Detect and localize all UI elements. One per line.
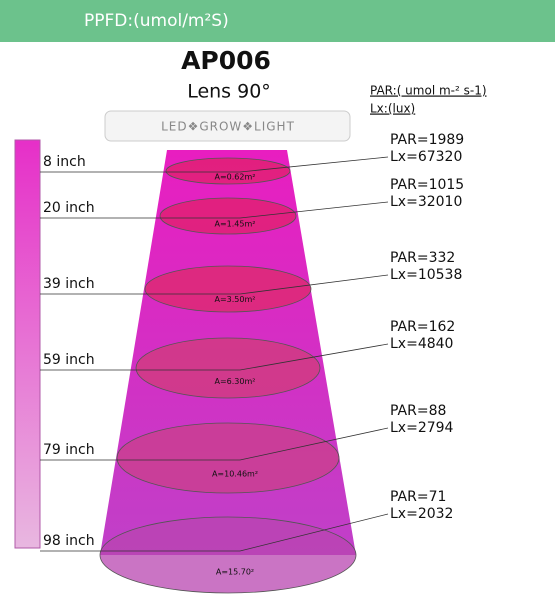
lux-value: Lx=2794 [390, 420, 454, 436]
coverage-area [116, 422, 340, 494]
par-value: PAR=1989 [390, 132, 464, 148]
coverage-area [165, 157, 291, 185]
area-label: A=10.46m² [212, 469, 258, 478]
intensity-bar [14, 139, 41, 549]
area-label: A=3.50m² [215, 295, 256, 304]
area-label: A=15.70² [216, 568, 254, 577]
lux-unit: Lx:(lux) [370, 102, 415, 116]
lux-value: Lx=32010 [390, 194, 462, 210]
lux-value: Lx=4840 [390, 336, 453, 352]
value-line [239, 274, 389, 295]
par-value: PAR=71 [390, 489, 446, 505]
distance-label: 79 inch [43, 442, 95, 458]
coverage-area [135, 337, 321, 399]
value-line [239, 201, 389, 219]
header-bar [0, 0, 555, 42]
area-label: A=0.62m² [215, 172, 256, 181]
area-label: A=6.30m² [215, 377, 256, 386]
distance-label: 20 inch [43, 200, 95, 216]
value-line [239, 513, 389, 552]
lux-value: Lx=2032 [390, 506, 453, 522]
value-line [239, 156, 389, 173]
par-value: PAR=332 [390, 250, 455, 266]
distance-label: 59 inch [43, 352, 95, 368]
lens: Lens 90° [187, 81, 271, 103]
par-value: PAR=1015 [390, 177, 464, 193]
coverage-area [144, 265, 312, 313]
header-title: PPFD:(umol/m²S) [84, 11, 229, 31]
distance-label: 8 inch [43, 154, 86, 170]
coverage-area [159, 197, 297, 235]
lux-value: Lx=10538 [390, 267, 462, 283]
par-value: PAR=162 [390, 319, 455, 335]
lux-value: Lx=67320 [390, 149, 462, 165]
lamp [104, 110, 351, 142]
par-unit: PAR:( umol m-² s-1) [370, 84, 487, 98]
par-value: PAR=88 [390, 403, 446, 419]
distance-label: 98 inch [43, 533, 95, 549]
model: AP006 [181, 46, 271, 75]
value-line [239, 427, 389, 461]
value-line [239, 343, 389, 371]
area-label: A=1.45m² [215, 220, 256, 229]
coverage-area [99, 516, 357, 594]
lamp-label: LED❖GROW❖LIGHT [161, 120, 295, 134]
distance-label: 39 inch [43, 276, 95, 292]
